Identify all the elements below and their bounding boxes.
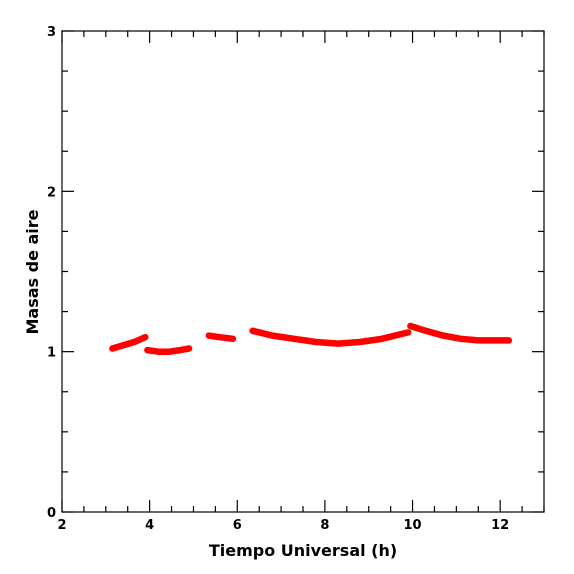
plot-frame xyxy=(61,30,545,513)
x-tick-label: 6 xyxy=(233,518,242,533)
series-group xyxy=(109,322,513,355)
y-tick-label: 2 xyxy=(47,185,56,200)
y-tick-label: 0 xyxy=(47,506,56,521)
x-axis-label: Tiempo Universal (h) xyxy=(209,541,397,560)
x-tick-label: 12 xyxy=(491,518,509,533)
y-axis-label: Masas de aire xyxy=(23,209,42,334)
x-tick-label: 4 xyxy=(145,518,154,533)
x-tick-label: 8 xyxy=(320,518,329,533)
airmass-segment-5 xyxy=(407,322,513,344)
axis-ticks xyxy=(61,30,545,513)
airmass-segment-3 xyxy=(205,332,237,343)
airmass-segment-2 xyxy=(144,345,193,355)
x-tick-label: 2 xyxy=(57,518,66,533)
airmass-segment-1 xyxy=(109,333,149,352)
airmass-segment-4 xyxy=(249,327,412,347)
y-tick-label: 1 xyxy=(47,346,56,361)
y-tick-label: 3 xyxy=(47,25,56,40)
x-tick-label: 10 xyxy=(403,518,421,533)
